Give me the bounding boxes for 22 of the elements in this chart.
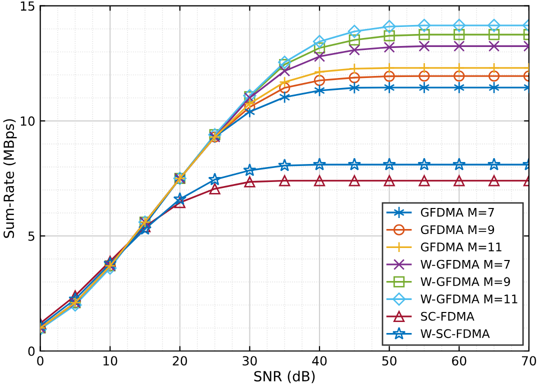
- x-tick-label: 70: [522, 356, 536, 366]
- y-tick-label: 10: [20, 116, 35, 126]
- legend-label: GFDMA M=11: [420, 242, 502, 252]
- x-tick-label: 30: [242, 356, 257, 366]
- legend-label: GFDMA M=7: [420, 208, 494, 217]
- x-tick-label: 10: [104, 356, 118, 366]
- x-tick-label: 60: [452, 356, 466, 366]
- x-tick-label: 0: [37, 356, 44, 366]
- y-tick-label: 0: [28, 346, 35, 356]
- y-axis-title: Sum-Rate (MBps): [3, 119, 17, 238]
- legend-label: GFDMA M=9: [420, 225, 494, 234]
- legend-label: W-GFDMA M=7: [420, 260, 510, 269]
- legend-label: SC-FDMA: [421, 312, 474, 321]
- x-axis-title: SNR (dB): [254, 370, 315, 384]
- legend-label: W-SC-FDMA: [420, 329, 490, 338]
- x-tick-label: 50: [382, 356, 396, 366]
- y-tick-label: 15: [20, 1, 34, 11]
- legend-label: W-GFDMA M=11: [420, 294, 518, 304]
- x-tick-label: 20: [172, 356, 188, 366]
- x-tick-label: 40: [312, 356, 327, 366]
- y-tick-label: 5: [28, 232, 34, 241]
- legend-label: W-GFDMA M=9: [420, 277, 510, 286]
